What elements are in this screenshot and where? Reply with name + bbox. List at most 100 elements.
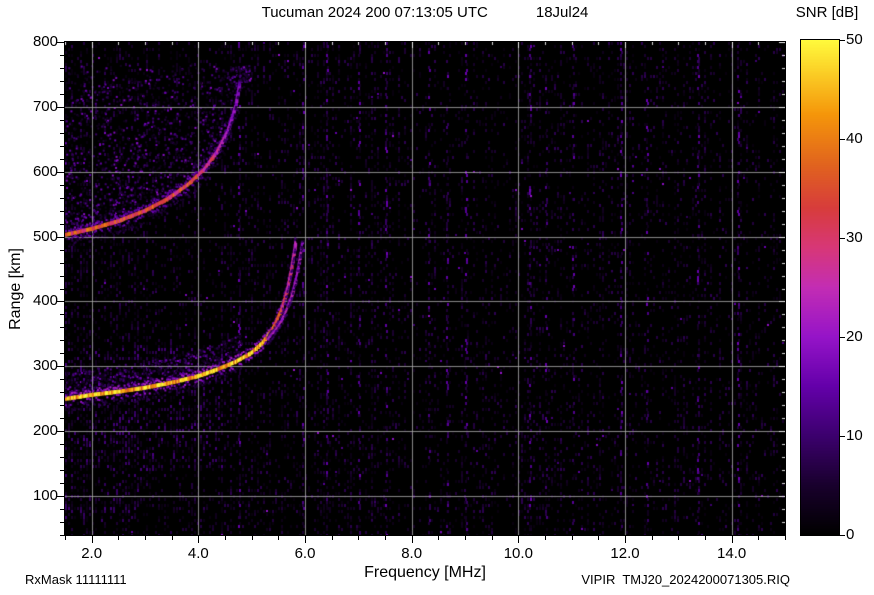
y-tick-mark	[60, 379, 64, 380]
y-tick-label: 600	[32, 162, 58, 180]
y-tick-mark	[60, 392, 64, 393]
y-tick-mark	[57, 42, 64, 43]
x-tick-mark	[412, 536, 413, 543]
y-tick-mark	[60, 68, 64, 69]
y-tick-mark	[57, 172, 64, 173]
y-tick-mark	[60, 327, 64, 328]
y-tick-mark	[60, 263, 64, 264]
y-tick-mark	[60, 211, 64, 212]
colorbar-tick-mark	[840, 337, 845, 338]
x-tick-mark	[252, 536, 253, 540]
y-tick-label: 500	[32, 227, 58, 245]
x-tick-label: 6.0	[294, 545, 316, 562]
x-tick-mark	[385, 536, 386, 540]
x-tick-mark	[305, 536, 306, 543]
y-tick-mark	[60, 470, 64, 471]
x-tick-label: 12.0	[610, 545, 640, 562]
data-file-label: VIPIR TMJ20_2024200071305.RIQ	[581, 572, 790, 587]
y-tick-label: 100	[32, 487, 58, 505]
y-tick-label: 400	[32, 292, 58, 310]
frequency-axis-label: Frequency [MHz]	[364, 564, 486, 581]
x-tick-mark	[118, 536, 119, 540]
rxmask-label: RxMask 11111111	[25, 572, 127, 587]
y-tick-mark	[57, 301, 64, 302]
y-tick-mark	[60, 120, 64, 121]
x-tick-label: 10.0	[503, 545, 533, 562]
y-tick-label: 300	[32, 357, 58, 375]
x-tick-mark	[145, 536, 146, 540]
x-tick-label: 14.0	[717, 545, 747, 562]
colorbar-tick-label: 50	[846, 31, 863, 48]
y-tick-mark	[60, 444, 64, 445]
x-tick-mark	[785, 536, 786, 540]
y-tick-mark	[60, 522, 64, 523]
x-tick-mark	[332, 536, 333, 540]
y-tick-mark	[60, 159, 64, 160]
y-tick-mark	[60, 133, 64, 134]
x-tick-label: 4.0	[187, 545, 209, 562]
x-tick-mark	[65, 536, 66, 540]
y-tick-mark	[60, 509, 64, 510]
y-tick-mark	[60, 457, 64, 458]
x-tick-mark	[598, 536, 599, 540]
y-tick-label: 800	[32, 33, 58, 50]
x-tick-mark	[172, 536, 173, 540]
plot-header: Tucuman 2024 200 07:13:05 UTC 18Jul24	[65, 4, 785, 21]
x-tick-mark	[438, 536, 439, 540]
x-tick-label: 8.0	[401, 545, 423, 562]
colorbar-tick-mark	[840, 436, 845, 437]
colorbar-tick-label: 40	[846, 130, 863, 147]
y-tick-mark	[57, 366, 64, 367]
x-tick-mark	[92, 536, 93, 543]
y-tick-mark	[60, 185, 64, 186]
colorbar-tick-label: 20	[846, 328, 863, 345]
y-tick-mark	[60, 535, 64, 536]
x-tick-mark	[518, 536, 519, 543]
y-tick-mark	[57, 496, 64, 497]
y-tick-mark	[60, 81, 64, 82]
colorbar-tick-label: 10	[846, 427, 863, 444]
x-tick-mark	[278, 536, 279, 540]
y-tick-mark	[60, 94, 64, 95]
x-tick-label: 2.0	[81, 545, 103, 562]
x-tick-mark	[732, 536, 733, 543]
x-tick-mark	[225, 536, 226, 540]
y-tick-mark	[60, 340, 64, 341]
y-tick-mark	[60, 250, 64, 251]
colorbar-title: SNR [dB]	[795, 4, 859, 21]
colorbar-tick-mark	[840, 535, 845, 536]
y-tick-mark	[60, 276, 64, 277]
y-tick-label: 700	[32, 97, 58, 115]
y-tick-mark	[60, 405, 64, 406]
colorbar-tick-mark	[840, 139, 845, 140]
y-tick-mark	[57, 237, 64, 238]
x-tick-mark	[572, 536, 573, 540]
y-tick-mark	[60, 289, 64, 290]
y-tick-mark	[57, 107, 64, 108]
x-tick-mark	[358, 536, 359, 540]
colorbar-tick-label: 0	[846, 526, 855, 543]
x-tick-mark	[545, 536, 546, 540]
y-tick-mark	[60, 146, 64, 147]
y-tick-mark	[60, 314, 64, 315]
x-tick-mark	[652, 536, 653, 540]
y-tick-mark	[60, 418, 64, 419]
y-tick-mark	[57, 431, 64, 432]
snr-colorbar	[800, 39, 840, 536]
y-tick-mark	[60, 483, 64, 484]
x-tick-mark	[705, 536, 706, 540]
x-tick-mark	[758, 536, 759, 540]
y-tick-mark	[60, 224, 64, 225]
colorbar-tick-mark	[840, 40, 845, 41]
colorbar-tick-mark	[840, 238, 845, 239]
ionogram-heatmap	[64, 41, 786, 536]
x-tick-mark	[198, 536, 199, 543]
y-tick-mark	[60, 353, 64, 354]
range-axis-label: Range [km]	[7, 248, 24, 330]
plot-datestamp: 18Jul24	[535, 4, 589, 21]
x-tick-mark	[492, 536, 493, 540]
x-tick-mark	[465, 536, 466, 540]
y-tick-label: 200	[32, 422, 58, 440]
plot-title: Tucuman 2024 200 07:13:05 UTC	[261, 4, 488, 21]
